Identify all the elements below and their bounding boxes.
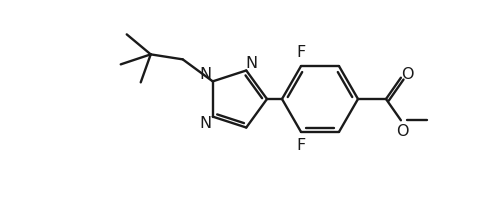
Text: F: F (296, 139, 306, 153)
Text: N: N (245, 56, 257, 71)
Text: F: F (296, 45, 306, 60)
Text: N: N (200, 67, 212, 82)
Text: O: O (400, 67, 413, 82)
Text: O: O (396, 124, 408, 139)
Text: N: N (200, 116, 212, 131)
